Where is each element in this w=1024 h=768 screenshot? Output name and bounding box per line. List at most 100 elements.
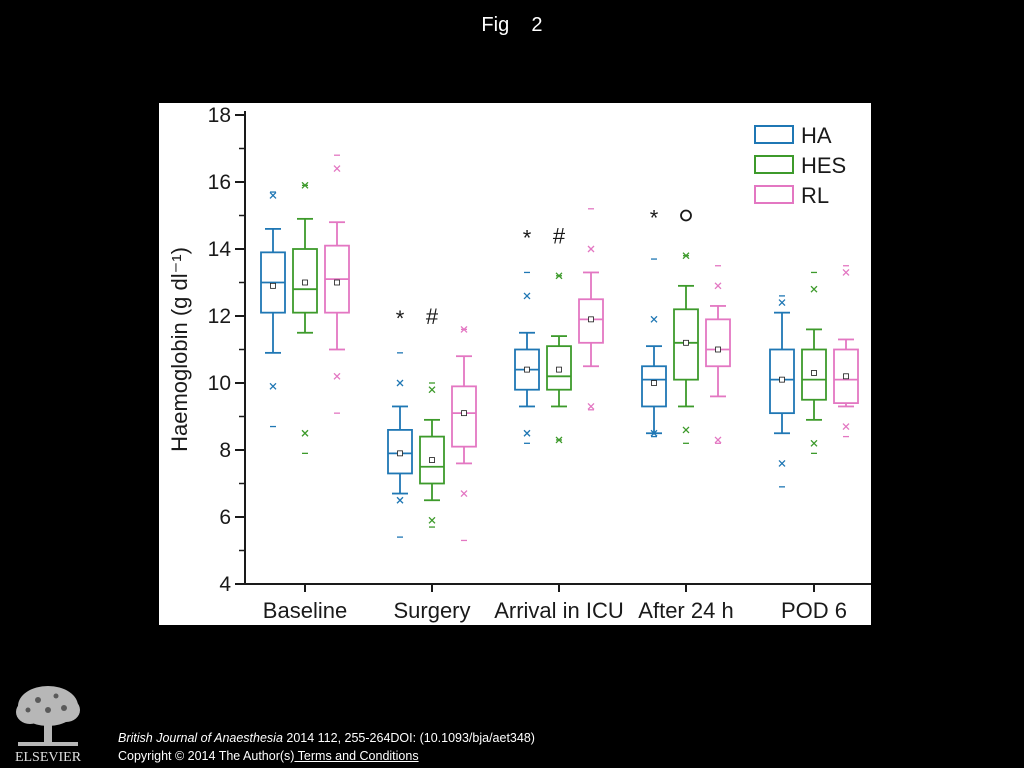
box-hes-1 bbox=[419, 382, 445, 528]
citation-details: 2014 112, 255-264DOI: (10.1093/bja/aet34… bbox=[282, 731, 535, 745]
mean-marker bbox=[461, 410, 467, 417]
box-rl-0 bbox=[324, 154, 350, 414]
box-hes-2 bbox=[546, 272, 572, 444]
annotation-marker: * bbox=[396, 306, 405, 331]
outlier-stroke bbox=[714, 436, 722, 444]
outlier-stroke bbox=[842, 423, 850, 431]
citation-line: British Journal of Anaesthesia 2014 112,… bbox=[118, 729, 535, 747]
outlier-x-marker bbox=[778, 299, 786, 307]
outlier-x-marker bbox=[523, 429, 531, 437]
outlier-stroke bbox=[396, 496, 404, 504]
y-tick-label: 6 bbox=[219, 506, 231, 529]
elsevier-wordmark: ELSEVIER bbox=[15, 750, 82, 764]
iqr-box bbox=[705, 318, 731, 368]
mean-marker bbox=[715, 346, 721, 353]
outlier-x-marker bbox=[269, 191, 277, 199]
y-tick-label: 12 bbox=[208, 305, 231, 328]
box-ha-4 bbox=[769, 295, 795, 488]
x-tick-label: After 24 h bbox=[638, 598, 733, 623]
y-tick-label: 4 bbox=[219, 573, 231, 596]
outlier-x-marker bbox=[682, 426, 690, 434]
annotation-marker: # bbox=[426, 304, 439, 329]
outlier-x-marker bbox=[778, 459, 786, 467]
annotation-circle bbox=[680, 209, 692, 222]
terms-and-conditions-link[interactable]: Terms and Conditions bbox=[294, 749, 419, 763]
mean-marker bbox=[334, 279, 340, 286]
mean-marker bbox=[843, 373, 849, 380]
outlier-stroke bbox=[682, 426, 690, 434]
copyright-text: Copyright © 2014 The Author(s) bbox=[118, 749, 295, 763]
outlier-stroke bbox=[333, 165, 341, 173]
box-hes-3 bbox=[673, 252, 699, 444]
box-rl-1 bbox=[451, 325, 477, 542]
iqr-box bbox=[292, 248, 318, 314]
outlier-stroke bbox=[587, 402, 595, 410]
y-tick-label: 10 bbox=[208, 372, 231, 395]
iqr-box bbox=[641, 365, 667, 408]
outlier-stroke bbox=[650, 315, 658, 323]
mean-marker bbox=[651, 380, 657, 386]
chart-panel: 4 6 8 10 12 14 16 18 Haemoglobin (g dl⁻¹) Baselin… bbox=[159, 103, 871, 625]
outlier-stroke bbox=[523, 429, 531, 437]
outlier-x-marker bbox=[714, 282, 722, 290]
y-tick-label: 8 bbox=[219, 439, 231, 462]
mean-marker bbox=[811, 370, 817, 376]
outlier-stroke bbox=[587, 245, 595, 253]
outlier-stroke bbox=[523, 292, 531, 300]
x-tick-label: Baseline bbox=[263, 598, 347, 623]
slide-title: Fig 2 bbox=[481, 14, 543, 36]
annotation-marker: # bbox=[553, 224, 566, 249]
outlier-stroke bbox=[428, 386, 436, 394]
legend-swatch-ha bbox=[754, 125, 794, 144]
box-ha-3 bbox=[641, 258, 667, 438]
annotation-marker: * bbox=[523, 226, 532, 251]
outlier-x-marker bbox=[396, 379, 404, 387]
outlier-x-marker bbox=[842, 268, 850, 276]
outlier-x-marker bbox=[714, 436, 722, 444]
iqr-box bbox=[451, 385, 477, 448]
y-tick-label: 18 bbox=[208, 104, 231, 127]
outlier-x-marker bbox=[333, 372, 341, 380]
mean-marker bbox=[302, 279, 308, 286]
mean-marker bbox=[588, 316, 594, 323]
copyright-line: Copyright © 2014 The Author(s) Terms and… bbox=[118, 747, 535, 765]
annotation-marker: * bbox=[650, 206, 659, 231]
journal-name: British Journal of Anaesthesia bbox=[118, 731, 283, 745]
outlier-x-marker bbox=[650, 315, 658, 323]
legend-label: HA bbox=[801, 123, 832, 148]
outlier-x-marker bbox=[587, 402, 595, 410]
outlier-x-marker bbox=[428, 516, 436, 524]
x-tick-label: POD 6 bbox=[781, 598, 847, 623]
mean-marker bbox=[397, 450, 403, 457]
outlier-stroke bbox=[778, 459, 786, 467]
y-tick-label: 16 bbox=[208, 171, 231, 194]
outlier-stroke bbox=[460, 490, 468, 498]
outlier-x-marker bbox=[842, 423, 850, 431]
mean-marker bbox=[524, 366, 530, 373]
outlier-stroke bbox=[333, 372, 341, 380]
x-tick-label: Arrival in ICU bbox=[494, 598, 624, 623]
box-ha-1 bbox=[387, 352, 413, 538]
box-rl-2 bbox=[578, 208, 604, 411]
outlier-stroke bbox=[396, 379, 404, 387]
outlier-stroke bbox=[269, 191, 277, 199]
mean-marker bbox=[556, 366, 562, 373]
mean-marker bbox=[779, 376, 785, 383]
legend-swatch-rl bbox=[754, 185, 794, 204]
elsevier-logo: ELSEVIER bbox=[8, 680, 88, 764]
mean-marker bbox=[683, 339, 689, 346]
outlier-x-marker bbox=[650, 429, 658, 437]
outlier-stroke bbox=[428, 516, 436, 524]
outlier-stroke bbox=[714, 282, 722, 290]
outlier-x-marker bbox=[428, 386, 436, 394]
outlier-x-marker bbox=[269, 382, 277, 390]
y-tick-label: 14 bbox=[208, 238, 232, 261]
legend-swatch-hes bbox=[754, 155, 794, 174]
outlier-x-marker bbox=[396, 496, 404, 504]
box-rl-3 bbox=[705, 265, 731, 444]
outlier-stroke bbox=[650, 429, 658, 437]
outlier-x-marker bbox=[810, 439, 818, 447]
outlier-x-marker bbox=[301, 429, 309, 437]
mean-marker bbox=[270, 282, 276, 289]
box-ha-0 bbox=[260, 191, 286, 428]
